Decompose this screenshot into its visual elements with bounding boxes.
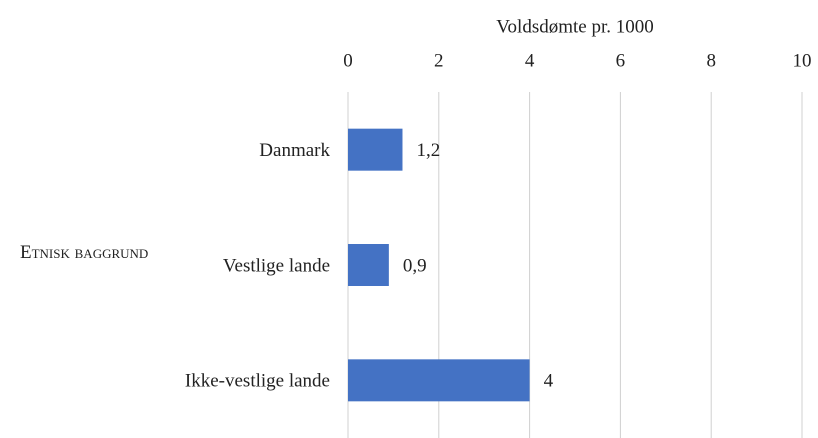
x-tick-label: 2 bbox=[434, 50, 444, 71]
data-label: 0,9 bbox=[403, 255, 427, 276]
x-tick-label: 8 bbox=[706, 50, 716, 71]
chart-title: Voldsdømte pr. 1000 bbox=[496, 16, 653, 37]
x-tick-label: 4 bbox=[525, 50, 535, 71]
data-label: 4 bbox=[544, 371, 554, 392]
x-tick-label: 0 bbox=[343, 50, 353, 71]
y-tick-label: Ikke-vestlige lande bbox=[185, 371, 330, 392]
y-tick-label: Vestlige lande bbox=[223, 255, 330, 276]
y-axis-label: Etnisk baggrund bbox=[20, 242, 149, 263]
bar bbox=[348, 128, 403, 171]
y-tick-label: Danmark bbox=[259, 140, 330, 161]
x-tick-label: 6 bbox=[616, 50, 626, 71]
bar bbox=[348, 359, 530, 402]
bar bbox=[348, 244, 389, 286]
data-label: 1,2 bbox=[416, 140, 440, 161]
x-tick-label: 10 bbox=[793, 50, 812, 71]
